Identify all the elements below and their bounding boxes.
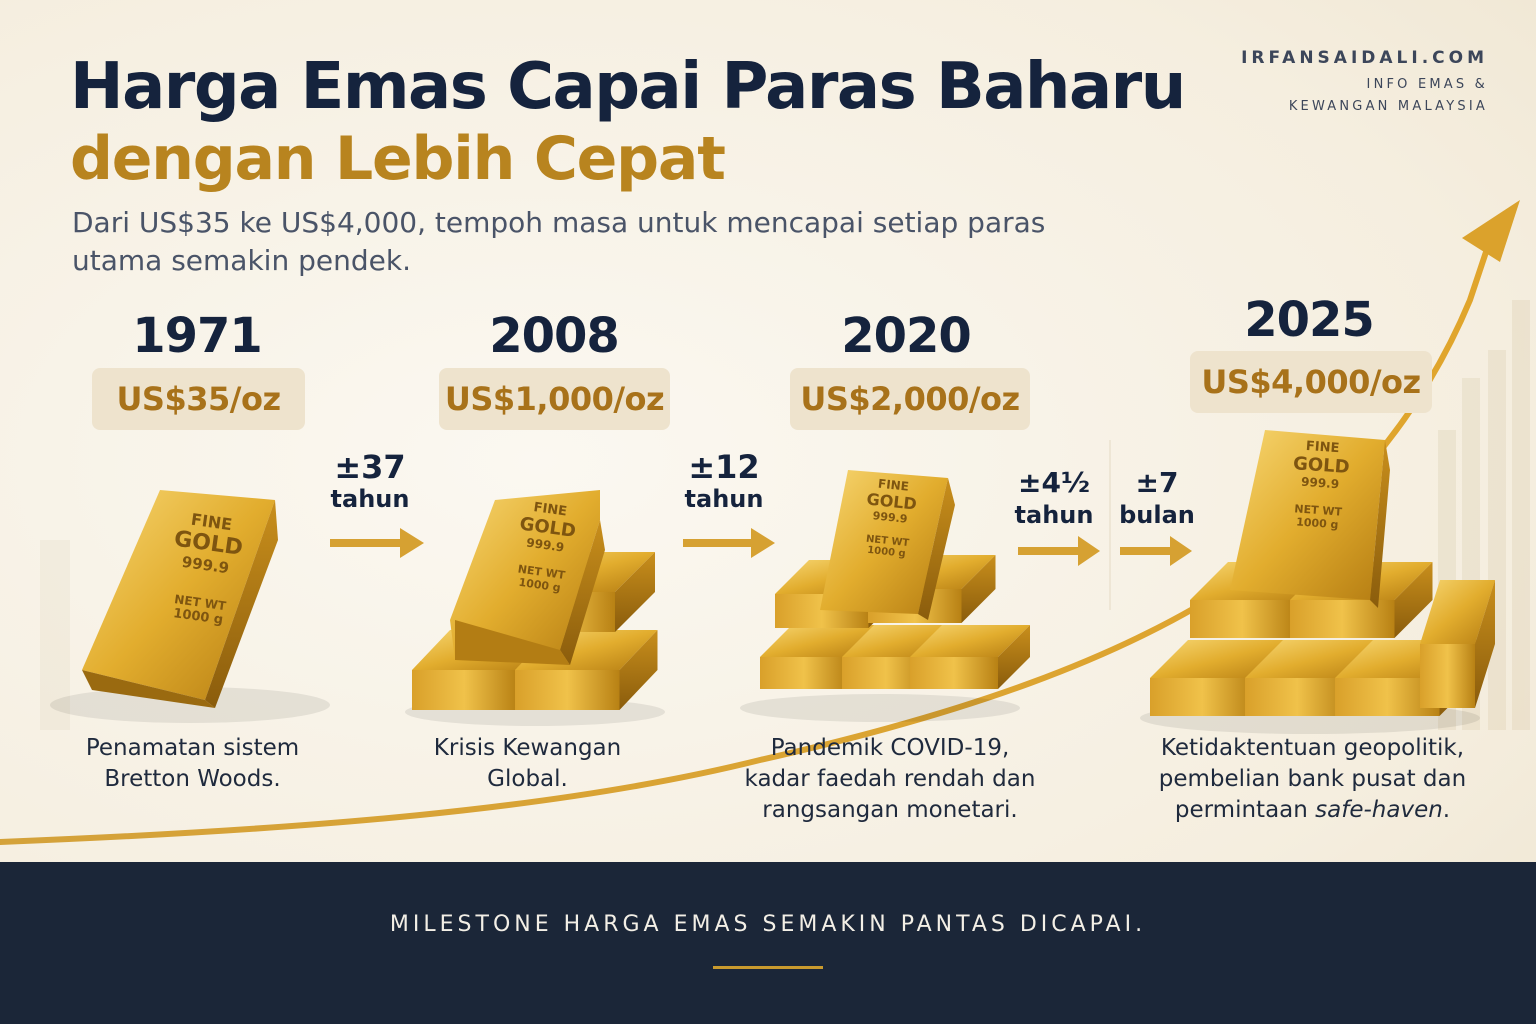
milestone-year: 2008 — [489, 308, 620, 364]
milestone-description: Penamatan sistem Bretton Woods. — [40, 733, 345, 795]
milestone-price: US$2,000/oz — [790, 368, 1030, 430]
desc-text: permintaan — [1174, 797, 1316, 823]
desc-line: permintaan safe-haven. — [1140, 795, 1485, 826]
gap-value: ±7 — [1135, 466, 1179, 499]
desc-line: pembelian bank pusat dan — [1158, 766, 1467, 792]
milestone-price: US$4,000/oz — [1190, 351, 1432, 413]
gold-bar-stack-2008 — [405, 490, 665, 726]
desc-line: rangsangan monetari. — [762, 797, 1018, 823]
gap-label: ±12 tahun — [664, 450, 784, 514]
desc-line: Bretton Woods. — [104, 766, 281, 792]
desc-line: Penamatan sistem — [85, 735, 300, 761]
page-title: Harga Emas Capai Paras Baharu — [70, 50, 1186, 124]
milestone-year: 2025 — [1244, 292, 1375, 348]
bar-stamp-1971: FINE GOLD 999.9 NET WT 1000 g — [153, 506, 258, 630]
bar-stamp-2025: FINE GOLD 999.9 NET WT 1000 g — [1272, 437, 1368, 533]
gap-unit: tahun — [684, 485, 764, 513]
milestone-price: US$35/oz — [92, 368, 305, 430]
gap-unit: tahun — [330, 485, 410, 513]
brand-tagline-1: INFO EMAS & — [1366, 77, 1488, 92]
footer-text: MILESTONE HARGA EMAS SEMAKIN PANTAS DICA… — [389, 912, 1147, 937]
milestone-price: US$1,000/oz — [439, 368, 670, 430]
desc-line: Pandemik COVID-19, — [770, 735, 1010, 761]
gap-label: ±37 tahun — [310, 450, 430, 514]
gold-bar-1971 — [50, 490, 330, 723]
milestone-description: Ketidaktentuan geopolitik, pembelian ban… — [1140, 733, 1485, 826]
gap-unit: bulan — [1119, 501, 1195, 529]
gap-label: ±4½ tahun — [1000, 466, 1108, 530]
milestone-year: 1971 — [132, 308, 263, 364]
footer-divider — [713, 966, 823, 969]
page-title-highlight: dengan Lebih Cepat — [70, 124, 726, 194]
growth-arrowhead — [1462, 200, 1520, 262]
milestone-year: 2020 — [841, 308, 972, 364]
brand-tagline-2: KEWANGAN MALAYSIA — [1288, 99, 1488, 114]
milestone-description: Pandemik COVID-19, kadar faedah rendah d… — [730, 733, 1050, 826]
gap-unit: tahun — [1014, 501, 1094, 529]
timeline-arrows — [330, 528, 1192, 566]
footer-band — [0, 862, 1536, 1024]
bar-stamp-2008: FINE GOLD 999.9 NET WT 1000 g — [499, 497, 591, 597]
desc-line: Ketidaktentuan geopolitik, — [1160, 735, 1465, 761]
brand-block: IRFANSAIDALI.COM INFO EMAS & KEWANGAN MA… — [1241, 48, 1488, 118]
gold-bar-stack-2020 — [740, 470, 1030, 722]
gap-value: ±12 — [688, 448, 760, 486]
desc-line: kadar faedah rendah dan — [744, 766, 1036, 792]
desc-italic: safe-haven — [1315, 797, 1443, 823]
gap-label: ±7 bulan — [1112, 466, 1202, 530]
bar-stamp-2020: FINE GOLD 999.9 NET WT 1000 g — [846, 474, 934, 562]
desc-line: Global. — [487, 766, 568, 792]
brand-site: IRFANSAIDALI.COM — [1241, 48, 1488, 68]
desc-line: Krisis Kewangan — [433, 735, 622, 761]
desc-text: . — [1442, 797, 1451, 823]
page-subtitle: Dari US$35 ke US$4,000, tempoh masa untu… — [72, 206, 1046, 277]
gold-bar-stack-2025 — [1140, 430, 1495, 734]
gap-value: ±37 — [334, 448, 406, 486]
gap-value: ±4½ — [1018, 466, 1090, 499]
milestone-description: Krisis Kewangan Global. — [390, 733, 665, 795]
